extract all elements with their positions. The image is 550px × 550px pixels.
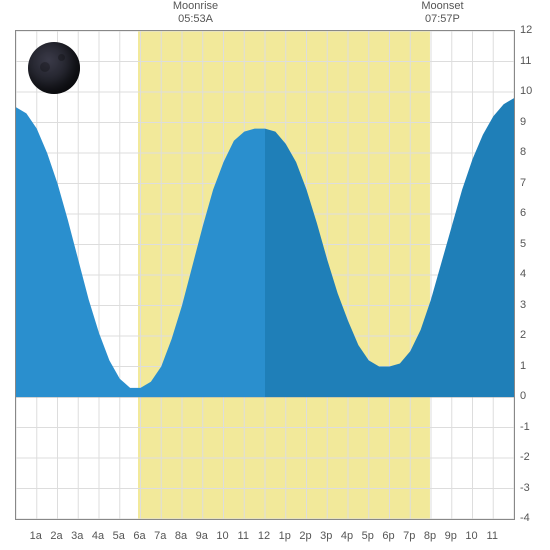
y-tick-label: 8 — [520, 146, 550, 158]
x-tick-label: 5p — [362, 530, 374, 542]
x-tick-label: 7a — [154, 530, 166, 542]
x-tick-label: 8a — [175, 530, 187, 542]
y-tick-label: 5 — [520, 238, 550, 250]
y-tick-label: 10 — [520, 85, 550, 97]
y-tick-label: 3 — [520, 299, 550, 311]
x-tick-label: 11 — [238, 530, 249, 542]
y-tick-label: 6 — [520, 207, 550, 219]
x-axis: 1a 2a 3a 4a 5a 6a 7a 8a 9a 10 11 12 1p 2p 3p 4p 5p 6p 7p 8p… — [15, 525, 515, 550]
x-tick-label: 7p — [403, 530, 415, 542]
chart-svg — [16, 31, 514, 519]
y-tick-label: 4 — [520, 268, 550, 280]
x-tick-label: 6p — [382, 530, 394, 542]
x-tick-label: 2a — [50, 530, 62, 542]
y-tick-label: 2 — [520, 329, 550, 341]
moonset-time: 07:57P — [425, 13, 460, 25]
x-tick-label: 4p — [341, 530, 353, 542]
moon-phase-icon — [28, 42, 80, 94]
y-tick-label: 12 — [520, 24, 550, 36]
y-tick-label: -3 — [520, 482, 550, 494]
x-tick-label: 2p — [299, 530, 311, 542]
x-tick-label: 8p — [424, 530, 436, 542]
x-tick-label: 10 — [216, 530, 228, 542]
x-tick-label: 3a — [71, 530, 83, 542]
plot-area — [15, 30, 515, 520]
x-tick-label: 3p — [320, 530, 332, 542]
y-tick-label: -2 — [520, 451, 550, 463]
y-tick-label: -1 — [520, 421, 550, 433]
y-tick-label: 7 — [520, 177, 550, 189]
y-tick-label: 9 — [520, 116, 550, 128]
x-tick-label: 12 — [258, 530, 270, 542]
y-tick-label: 11 — [520, 55, 550, 67]
x-tick-label: 1p — [279, 530, 291, 542]
x-tick-label: 4a — [92, 530, 104, 542]
tide-chart: Moonrise 05:53A Moonset 07:57P -4 -3 -2 -1 0… — [0, 0, 550, 550]
x-tick-label: 10 — [465, 530, 477, 542]
x-tick-label: 9p — [445, 530, 457, 542]
moonset-label: Moonset 07:57P — [421, 0, 463, 26]
y-tick-label: 1 — [520, 360, 550, 372]
moonset-text: Moonset — [421, 0, 463, 12]
x-tick-label: 6a — [133, 530, 145, 542]
x-tick-label: 5a — [113, 530, 125, 542]
y-axis: -4-3-2-10123456789101112 — [520, 30, 550, 520]
y-tick-label: 0 — [520, 390, 550, 402]
moonrise-time: 05:53A — [178, 13, 213, 25]
x-tick-label: 1a — [30, 530, 42, 542]
x-tick-label: 11 — [487, 530, 498, 542]
x-tick-label: 9a — [196, 530, 208, 542]
y-tick-label: -4 — [520, 512, 550, 524]
moonrise-label: Moonrise 05:53A — [173, 0, 218, 26]
moonrise-text: Moonrise — [173, 0, 218, 12]
